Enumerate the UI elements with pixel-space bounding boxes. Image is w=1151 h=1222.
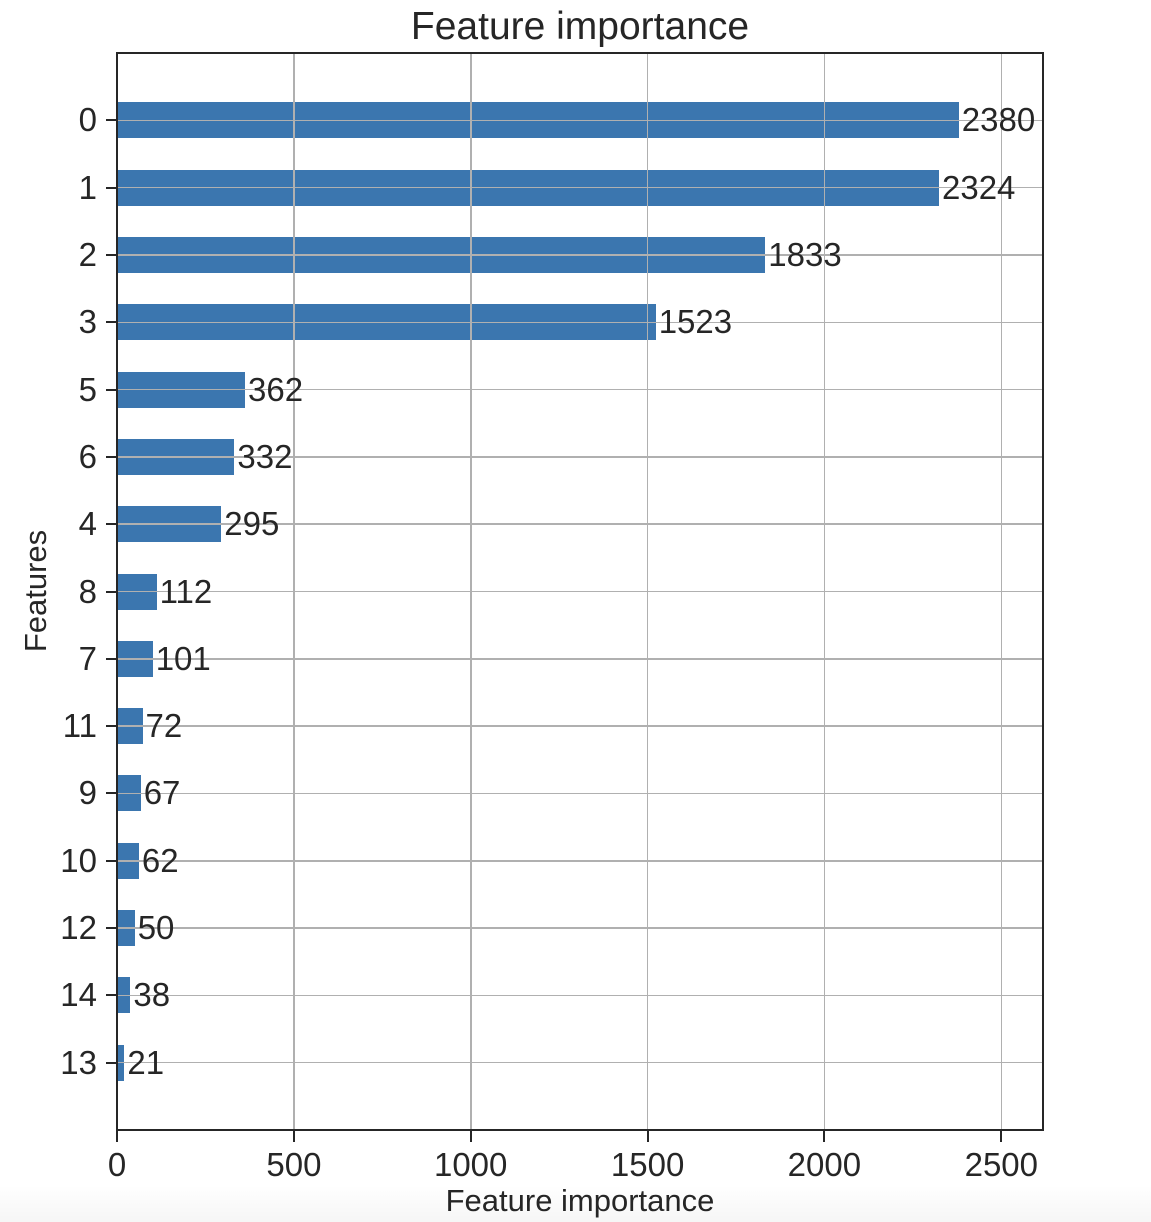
y-tick bbox=[106, 186, 117, 189]
v-gridline bbox=[823, 53, 826, 1130]
bar-value-label: 101 bbox=[155, 639, 211, 677]
bar-value-label: 112 bbox=[159, 572, 213, 610]
y-tick-label: 5 bbox=[78, 370, 97, 408]
h-gridline bbox=[117, 725, 1043, 727]
bar-value-label: 21 bbox=[127, 1043, 165, 1081]
h-gridline bbox=[117, 321, 1043, 323]
y-tick-label: 6 bbox=[78, 437, 97, 475]
x-tick bbox=[292, 1131, 295, 1142]
bar-value-label: 295 bbox=[224, 505, 280, 543]
x-tick bbox=[469, 1131, 472, 1142]
v-gridline bbox=[646, 53, 649, 1130]
h-gridline bbox=[117, 792, 1043, 795]
bar-value-label: 38 bbox=[133, 976, 171, 1014]
y-tick-label: 11 bbox=[62, 707, 97, 745]
h-gridline bbox=[117, 994, 1043, 997]
y-tick bbox=[106, 927, 117, 930]
y-tick bbox=[106, 1061, 117, 1064]
h-gridline bbox=[117, 658, 1043, 660]
h-gridline bbox=[117, 860, 1043, 862]
h-gridline bbox=[117, 388, 1043, 391]
y-tick-label: 1 bbox=[78, 168, 97, 206]
y-tick-label: 12 bbox=[60, 909, 97, 947]
x-tick-label: 500 bbox=[266, 1146, 322, 1183]
x-tick-label: 1000 bbox=[433, 1146, 508, 1183]
y-tick-label: 4 bbox=[78, 505, 97, 543]
y-tick bbox=[106, 994, 117, 997]
v-gridline bbox=[470, 53, 472, 1130]
chart-title: Feature importance bbox=[410, 5, 750, 48]
x-tick-label: 1500 bbox=[610, 1146, 685, 1183]
bar-value-label: 1523 bbox=[658, 303, 733, 341]
bar-value-label: 2324 bbox=[942, 168, 1016, 206]
x-tick bbox=[116, 1131, 118, 1142]
bar-value-label: 67 bbox=[143, 774, 181, 812]
bar-value-label: 72 bbox=[145, 707, 183, 745]
y-tick bbox=[106, 859, 117, 862]
y-tick-label: 14 bbox=[60, 976, 97, 1014]
y-tick bbox=[106, 253, 117, 256]
y-tick-label: 8 bbox=[78, 572, 97, 610]
y-tick-label: 7 bbox=[78, 639, 97, 677]
y-tick bbox=[106, 321, 117, 324]
x-tick bbox=[823, 1131, 826, 1142]
x-axis-label: Feature importance bbox=[445, 1183, 715, 1218]
h-gridline bbox=[117, 590, 1043, 593]
h-gridline bbox=[117, 523, 1043, 525]
y-tick bbox=[106, 119, 117, 122]
x-tick-label: 2500 bbox=[964, 1146, 1039, 1183]
x-tick-label: 0 bbox=[107, 1146, 127, 1183]
y-tick bbox=[106, 455, 117, 458]
y-tick-label: 2 bbox=[78, 235, 97, 273]
bar-value-label: 50 bbox=[137, 909, 175, 947]
bar-value-label: 1833 bbox=[768, 235, 842, 273]
y-tick bbox=[106, 388, 117, 391]
h-gridline bbox=[117, 186, 1043, 189]
y-tick-label: 13 bbox=[60, 1043, 97, 1081]
y-tick-label: 10 bbox=[60, 841, 97, 879]
y-tick-label: 3 bbox=[78, 303, 97, 341]
y-tick-label: 9 bbox=[78, 774, 97, 812]
y-tick bbox=[106, 657, 117, 660]
bar-value-label: 332 bbox=[237, 437, 293, 475]
bar-value-label: 62 bbox=[141, 841, 179, 879]
y-tick bbox=[106, 590, 117, 593]
y-tick-label: 0 bbox=[78, 101, 97, 139]
h-gridline bbox=[117, 1061, 1043, 1064]
h-gridline bbox=[117, 254, 1043, 256]
x-tick bbox=[1000, 1131, 1003, 1142]
bar-value-label: 2380 bbox=[961, 101, 1036, 139]
x-tick-label: 2000 bbox=[787, 1146, 862, 1183]
y-tick bbox=[106, 523, 117, 526]
v-gridline bbox=[1000, 53, 1002, 1130]
y-tick bbox=[106, 792, 117, 795]
h-gridline bbox=[117, 927, 1043, 929]
h-gridline bbox=[117, 119, 1043, 122]
h-gridline bbox=[117, 456, 1043, 458]
v-gridline bbox=[293, 53, 295, 1130]
y-tick bbox=[106, 725, 117, 728]
x-tick bbox=[646, 1131, 649, 1142]
bar-value-label: 362 bbox=[248, 370, 304, 408]
